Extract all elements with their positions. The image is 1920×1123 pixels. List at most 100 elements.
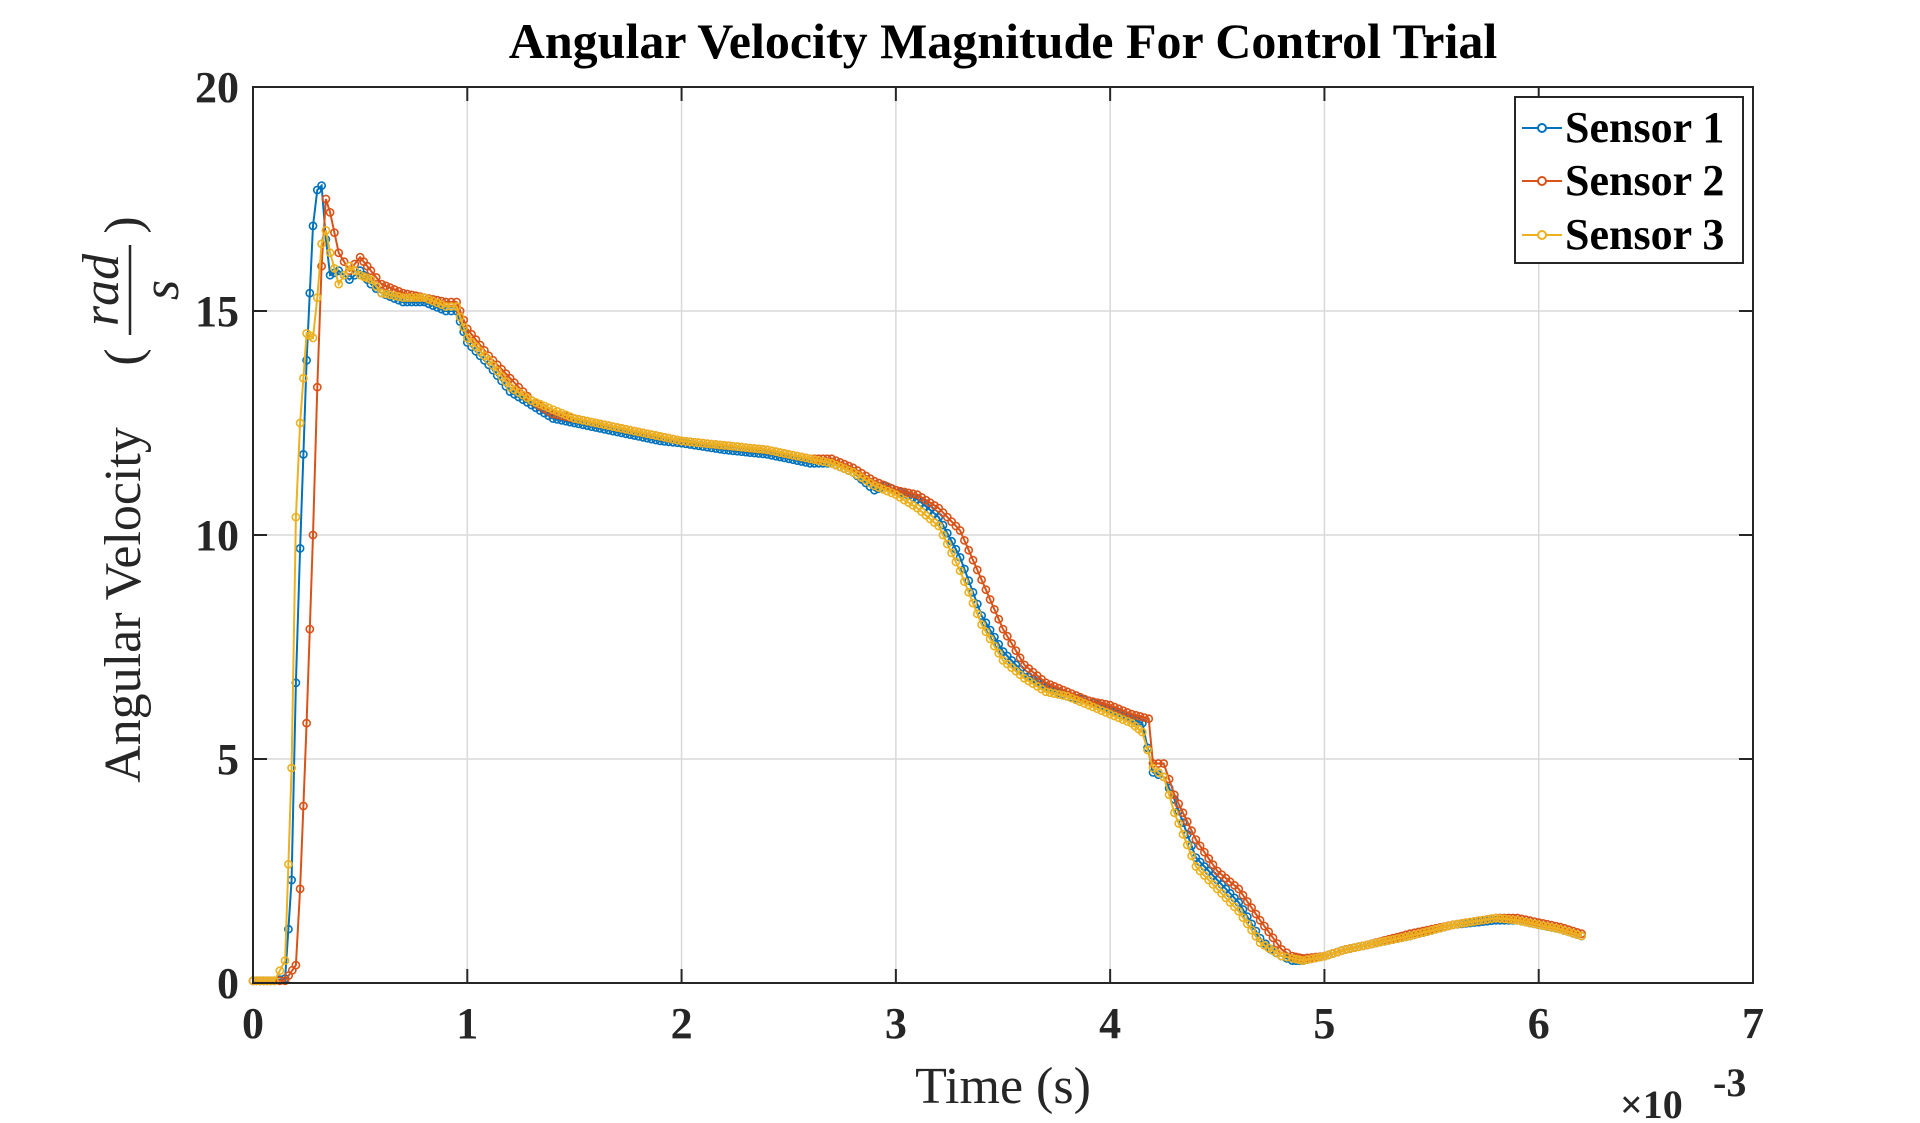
data-point xyxy=(900,495,909,505)
data-point xyxy=(1114,704,1124,714)
data-point xyxy=(339,270,349,280)
data-point xyxy=(1264,927,1274,937)
data-point xyxy=(308,530,318,540)
data-point xyxy=(302,355,311,365)
data-point xyxy=(1137,727,1147,737)
data-point xyxy=(934,521,944,531)
data-point xyxy=(964,587,974,597)
data-point xyxy=(955,526,965,535)
data-point xyxy=(844,466,854,475)
data-point xyxy=(745,443,755,453)
data-point xyxy=(302,718,311,728)
data-point xyxy=(497,371,506,381)
data-point xyxy=(344,261,354,271)
data-point xyxy=(295,418,305,428)
data-point xyxy=(994,648,1004,658)
data-point xyxy=(938,530,948,540)
data-point xyxy=(1159,759,1169,768)
data-point xyxy=(269,976,279,986)
data-point xyxy=(990,605,999,614)
data-point xyxy=(1092,704,1102,714)
data-point xyxy=(1572,930,1582,939)
data-point xyxy=(484,355,494,365)
data-point xyxy=(715,440,725,450)
data-point xyxy=(651,431,661,440)
data-point xyxy=(1444,921,1454,931)
data-point xyxy=(339,257,349,267)
data-point xyxy=(977,575,986,585)
data-point xyxy=(1255,915,1265,925)
data-point xyxy=(1164,774,1174,784)
data-point xyxy=(1131,710,1141,720)
data-point xyxy=(1517,916,1526,926)
data-point xyxy=(334,279,344,289)
data-point xyxy=(690,437,699,447)
data-point xyxy=(711,440,721,449)
data-point xyxy=(1264,943,1274,953)
y-tick-label: 10 xyxy=(195,511,239,560)
data-point xyxy=(981,585,991,595)
data-point xyxy=(1427,926,1436,935)
data-point xyxy=(1354,942,1364,952)
data-point xyxy=(1062,691,1072,701)
series-3 xyxy=(248,225,1586,986)
data-point xyxy=(702,439,712,448)
data-point xyxy=(283,924,293,934)
data-point xyxy=(334,248,344,258)
data-point xyxy=(732,442,742,452)
data-point xyxy=(1298,956,1308,965)
data-point xyxy=(1431,924,1441,934)
data-point xyxy=(985,634,995,644)
data-point xyxy=(985,625,995,635)
data-point xyxy=(1088,702,1098,712)
data-point xyxy=(960,536,969,545)
data-point xyxy=(968,555,978,565)
data-point xyxy=(1101,699,1111,709)
data-point xyxy=(1452,919,1462,929)
data-point xyxy=(1238,905,1248,914)
data-point xyxy=(621,424,631,434)
data-point xyxy=(977,620,986,629)
data-point xyxy=(1405,931,1415,941)
data-point xyxy=(638,428,648,438)
data-point xyxy=(1020,674,1029,683)
data-point xyxy=(595,419,605,429)
data-point xyxy=(455,312,465,322)
data-point xyxy=(1362,940,1372,950)
data-point xyxy=(1011,646,1021,655)
data-point xyxy=(305,624,315,634)
x-tick-label: 7 xyxy=(1742,999,1764,1048)
data-point xyxy=(942,539,952,549)
data-point xyxy=(998,624,1008,634)
data-point xyxy=(955,566,965,576)
data-point xyxy=(1568,928,1578,938)
data-point xyxy=(1414,929,1424,939)
x-tick-label: 1 xyxy=(456,999,478,1048)
data-point xyxy=(381,289,391,299)
data-point xyxy=(505,382,515,392)
data-point xyxy=(972,609,982,619)
data-point xyxy=(672,435,682,445)
legend-entry-sensor-2: Sensor 2 xyxy=(1522,156,1724,205)
data-point xyxy=(275,976,285,986)
data-point xyxy=(1067,693,1076,703)
data-point xyxy=(475,340,485,350)
data-point xyxy=(1191,835,1201,844)
data-point xyxy=(557,408,566,418)
data-point xyxy=(981,627,991,637)
x-multiplier-exponent: -3 xyxy=(1713,1060,1746,1105)
data-point xyxy=(1247,925,1256,935)
data-point xyxy=(1367,939,1376,949)
data-point xyxy=(972,565,982,575)
data-point xyxy=(762,445,772,455)
data-point xyxy=(308,333,318,343)
data-point xyxy=(810,455,819,465)
data-point xyxy=(1110,711,1119,721)
data-point xyxy=(1350,943,1359,952)
data-point xyxy=(1500,914,1509,924)
data-point xyxy=(1127,709,1136,719)
data-point xyxy=(317,261,326,271)
x-axis-label: Time (s) xyxy=(915,1058,1091,1115)
data-point xyxy=(1135,712,1145,721)
data-point xyxy=(561,410,571,420)
